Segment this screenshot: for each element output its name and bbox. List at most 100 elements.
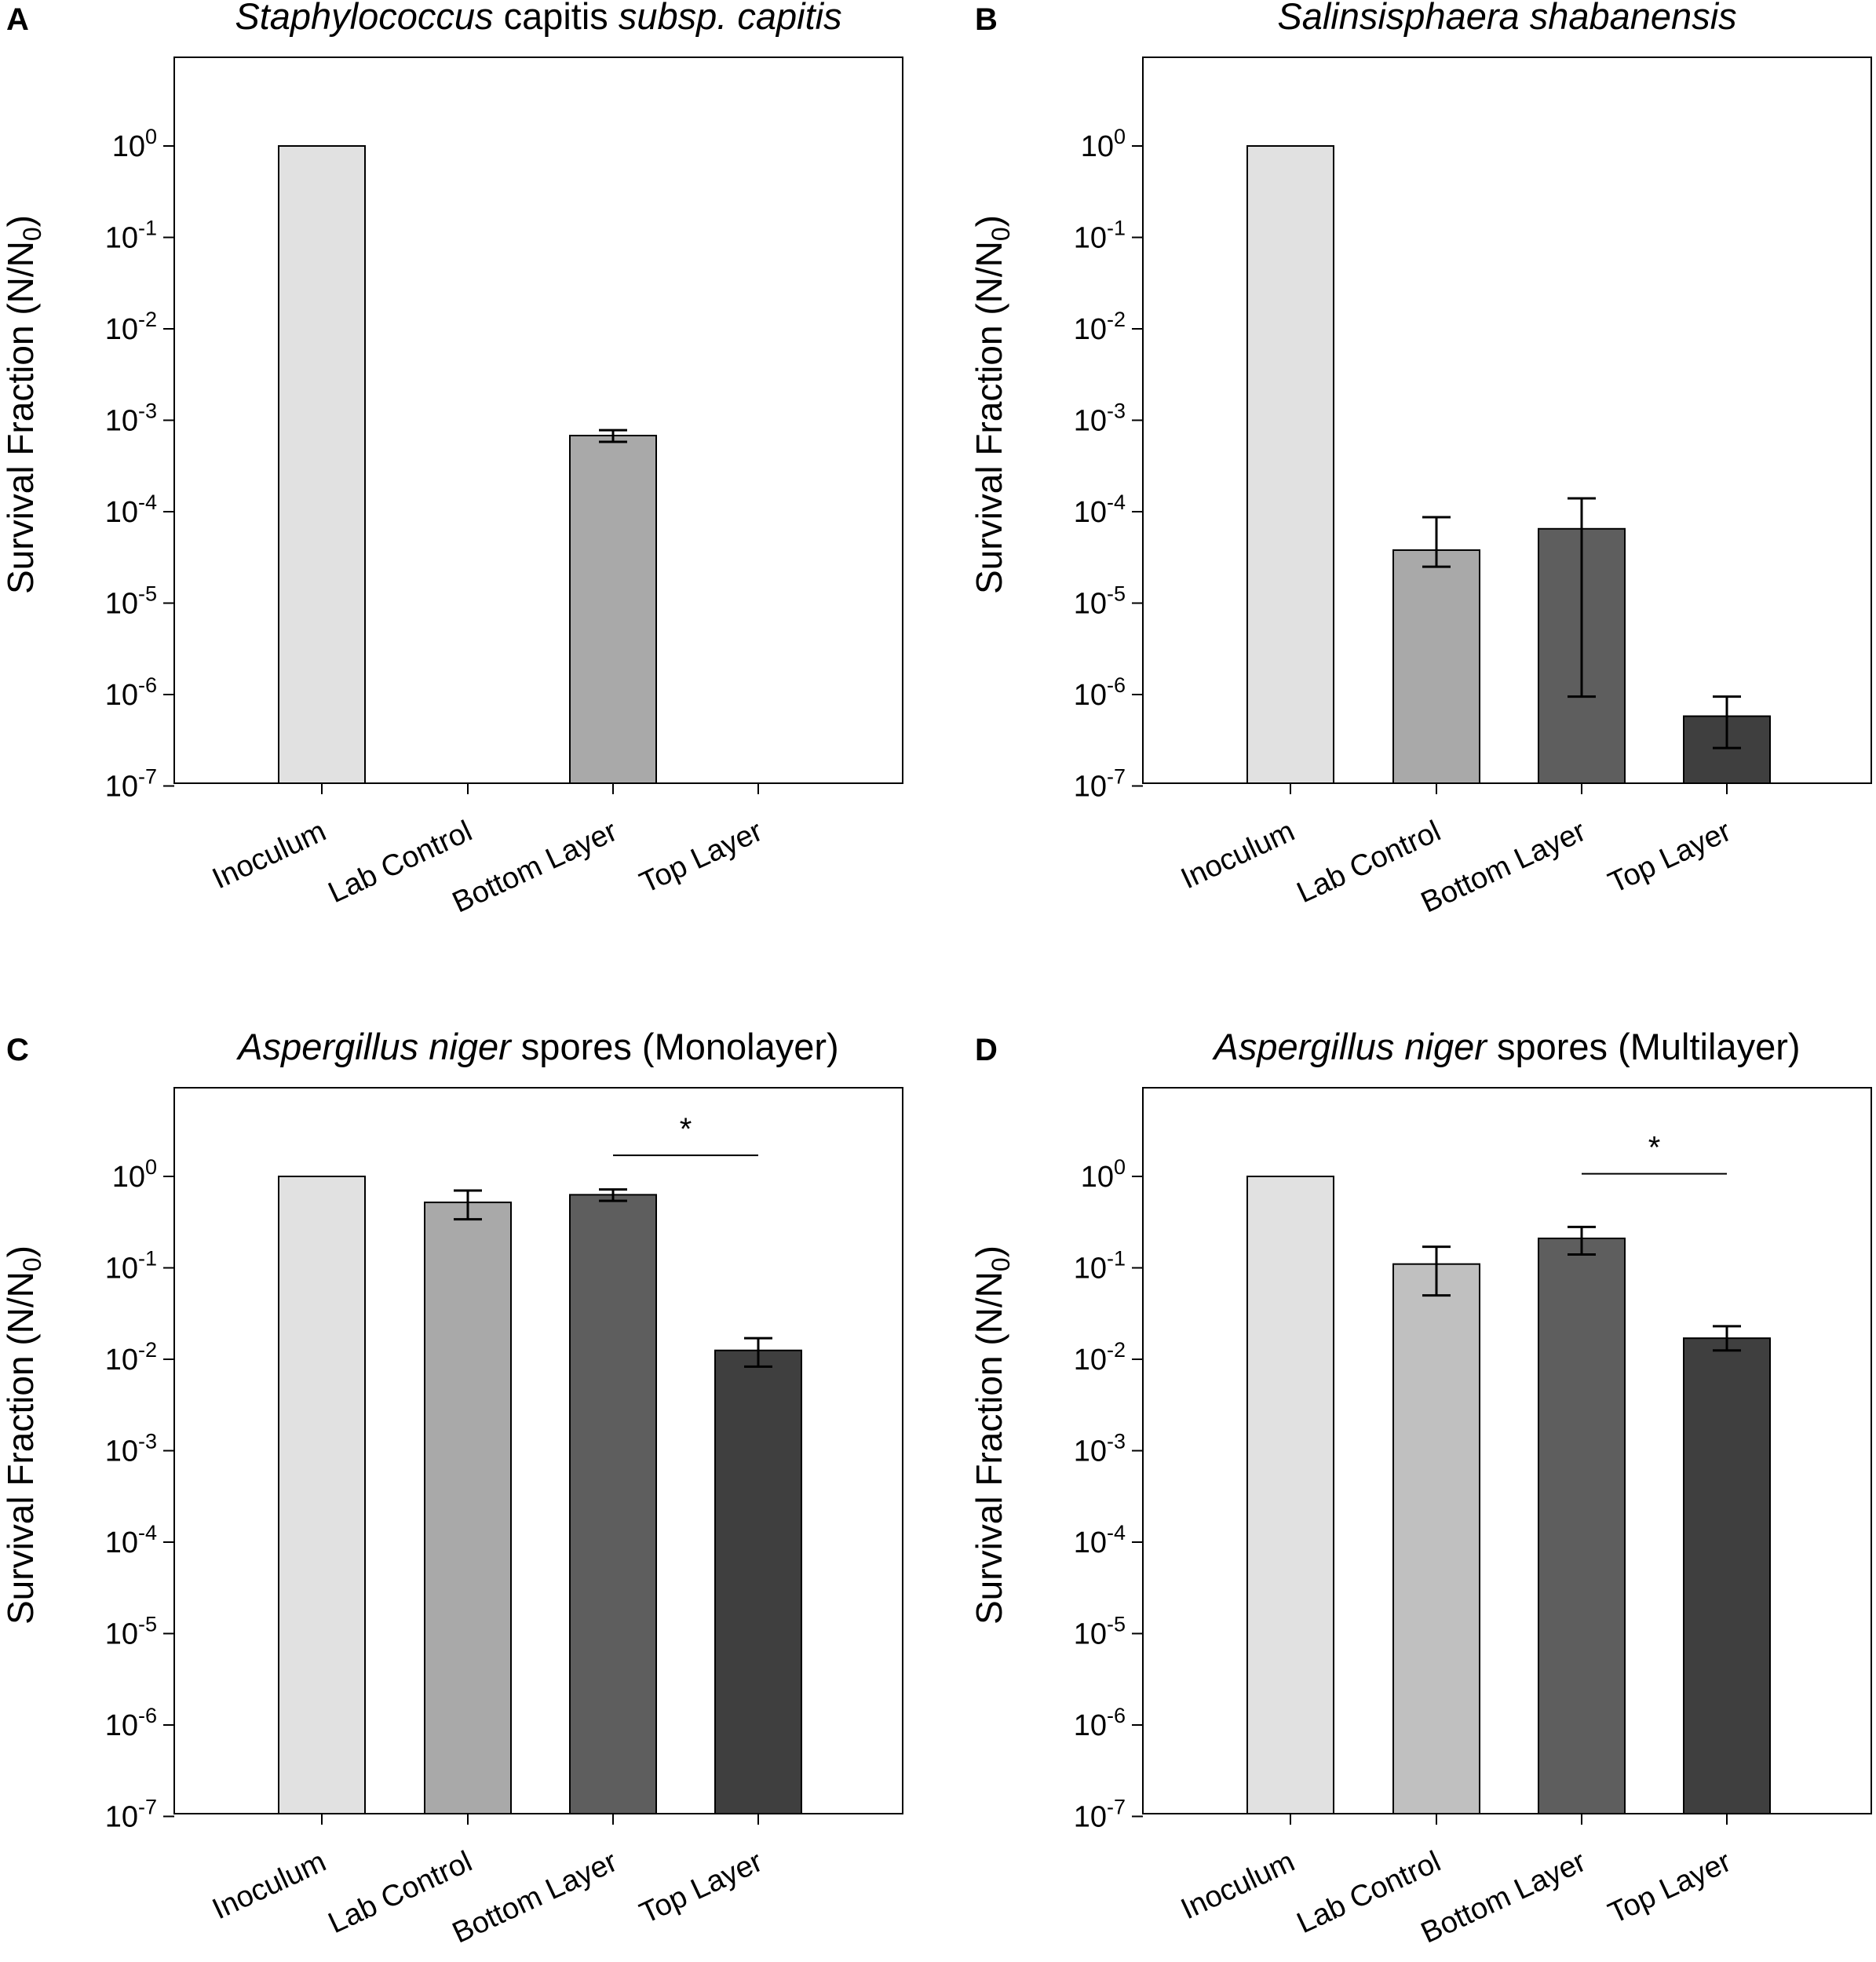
chart-panel-c: C Aspergillus niger spores (Monolayer) Sur… (0, 1026, 903, 1950)
y-tick-base: 10 (1074, 1435, 1107, 1468)
bar-lab-control (424, 1202, 512, 1814)
y-tick-label: 10-2 (105, 308, 157, 346)
y-tick-base: 10 (1074, 1618, 1107, 1651)
x-tick-label: Inoculum (207, 815, 331, 895)
y-tick-base: 10 (112, 1161, 145, 1194)
chart-title-part: capitis (494, 0, 619, 37)
chart-panel-b: B Salinsisphaera shabanensis Survival Frac… (969, 0, 1872, 920)
y-tick-base: 10 (105, 1709, 138, 1742)
y-tick-label: 10-7 (105, 765, 157, 804)
chart-title-part: Salinsisphaera shabanensis (1277, 0, 1736, 37)
y-tick-exponent: -2 (1107, 1338, 1126, 1362)
y-tick-label: 100 (1081, 1155, 1126, 1194)
y-tick-exponent: -7 (138, 765, 157, 789)
y-tick-base: 10 (1074, 771, 1107, 804)
bar-bottom-layer (569, 435, 657, 784)
chart-title-part: spores (Monolayer) (511, 1026, 839, 1067)
panel-letter: A (6, 2, 29, 37)
chart-title-part: spores (Multilayer) (1487, 1026, 1801, 1067)
panel-letter: B (975, 2, 998, 37)
y-tick-label: 10-1 (1074, 1247, 1126, 1286)
bar-bottom-layer (1538, 1237, 1626, 1815)
y-tick-label: 10-5 (105, 1613, 157, 1651)
significance-marker: * (1648, 1131, 1661, 1165)
significance-marker: * (680, 1112, 692, 1147)
x-tick-label: Inoculum (207, 1845, 331, 1926)
bar-inoculum (1246, 1176, 1334, 1814)
chart-title-part: subsp. capitis (619, 0, 842, 37)
chart-title-part: Staphylococcus (235, 0, 493, 37)
y-tick-label: 10-4 (1074, 491, 1126, 529)
y-tick-base: 10 (105, 771, 138, 804)
chart-title-part: Aspergillus niger (1211, 1026, 1488, 1067)
x-tick-label: Top Layer (635, 1845, 768, 1931)
y-tick-base: 10 (105, 313, 138, 346)
y-tick-label: 10-6 (105, 1704, 157, 1742)
y-axis-label-sub: 0 (18, 1257, 46, 1271)
y-tick-exponent: -4 (138, 491, 157, 514)
y-tick-label: 10-3 (105, 1430, 157, 1468)
y-tick-label: 10-6 (1074, 1704, 1126, 1742)
y-tick-label: 10-7 (1074, 765, 1126, 804)
y-tick-exponent: 0 (145, 125, 157, 148)
y-tick-base: 10 (1074, 1526, 1107, 1559)
y-axis-label-sub: 0 (18, 227, 46, 241)
y-tick-base: 10 (1074, 1253, 1107, 1286)
y-tick-base: 10 (1074, 1344, 1107, 1377)
y-tick-exponent: -5 (138, 1613, 157, 1636)
y-axis-label-main: Survival Fraction (N/N (969, 1271, 1009, 1625)
y-tick-base: 10 (105, 1344, 138, 1377)
chart-panel-a: A Staphylococcus capitis subsp. capitis Su… (0, 0, 903, 920)
y-axis-label-sub: 0 (987, 227, 1015, 241)
y-tick-exponent: -5 (1107, 1613, 1126, 1636)
y-tick-base: 10 (105, 1526, 138, 1559)
y-tick-base: 10 (1074, 1801, 1107, 1834)
y-tick-base: 10 (105, 1801, 138, 1834)
y-tick-exponent: -3 (138, 1430, 157, 1453)
y-axis-label-end: ) (0, 1245, 41, 1257)
y-tick-base: 10 (105, 1618, 138, 1651)
y-tick-base: 10 (1074, 679, 1107, 712)
y-axis-label-sub: 0 (987, 1257, 1015, 1271)
y-tick-base: 10 (1074, 496, 1107, 529)
y-tick-label: 10-1 (105, 217, 157, 255)
x-tick-label: Bottom Layer (1416, 1845, 1591, 1950)
y-tick-label: 10-3 (1074, 399, 1126, 438)
y-tick-base: 10 (1074, 588, 1107, 621)
y-tick-exponent: -7 (1107, 1796, 1126, 1819)
y-tick-base: 10 (1074, 1709, 1107, 1742)
y-tick-base: 10 (105, 1253, 138, 1286)
y-tick-exponent: -7 (138, 1796, 157, 1819)
y-tick-exponent: -1 (1107, 217, 1126, 240)
y-axis-label-main: Survival Fraction (N/N (969, 241, 1009, 594)
y-axis-label: Survival Fraction (N/N0) (0, 215, 46, 594)
y-tick-label: 10-6 (1074, 673, 1126, 712)
y-tick-base: 10 (1081, 1161, 1114, 1194)
y-tick-exponent: -2 (1107, 308, 1126, 331)
y-tick-exponent: -6 (138, 1704, 157, 1727)
y-tick-exponent: -1 (138, 1247, 157, 1271)
y-tick-exponent: -4 (1107, 491, 1126, 514)
y-tick-exponent: -4 (138, 1521, 157, 1544)
y-tick-label: 10-2 (1074, 1338, 1126, 1377)
bar-lab-control (1392, 1263, 1480, 1815)
panel-letter: C (6, 1033, 29, 1067)
y-axis-label: Survival Fraction (N/N0) (969, 1245, 1015, 1625)
y-tick-base: 10 (1074, 222, 1107, 255)
bar-lab-control (1392, 549, 1480, 784)
y-tick-label: 10-2 (1074, 308, 1126, 346)
y-axis-label-main: Survival Fraction (N/N (0, 1271, 41, 1625)
y-tick-label: 100 (112, 125, 157, 163)
y-axis-label-end: ) (969, 215, 1009, 227)
y-tick-label: 10-6 (105, 673, 157, 712)
y-tick-label: 10-7 (1074, 1796, 1126, 1834)
panel-letter: D (975, 1033, 998, 1067)
y-tick-base: 10 (105, 679, 138, 712)
x-tick-label: Top Layer (635, 815, 768, 900)
chart-panel-d: D Aspergillus niger spores (Multilayer) Su… (969, 1026, 1872, 1950)
y-axis-label-end: ) (969, 1245, 1009, 1257)
y-tick-exponent: -3 (1107, 1430, 1126, 1453)
y-tick-exponent: -5 (138, 582, 157, 606)
y-tick-exponent: 0 (1114, 125, 1126, 148)
y-axis-label: Survival Fraction (N/N0) (0, 1245, 46, 1625)
